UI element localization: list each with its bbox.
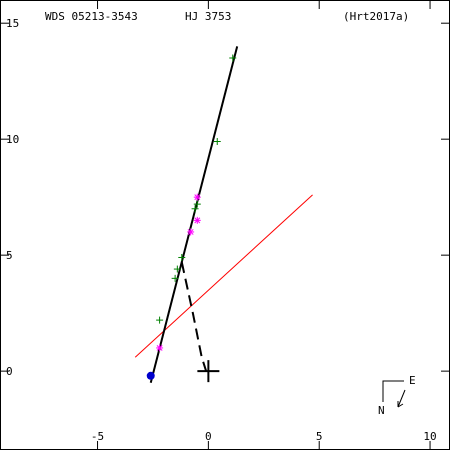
reference-label: (Hrt2017a) — [343, 10, 409, 23]
y-tick-label: 5 — [6, 249, 13, 262]
compass-arrowhead — [397, 401, 404, 408]
red-line — [134, 194, 313, 358]
wds-id-label: WDS 05213-3543 — [45, 10, 138, 23]
magenta-observation-stroke — [194, 217, 201, 224]
first-observation — [146, 371, 155, 380]
magenta-observation-stroke — [194, 194, 201, 201]
y-tick-label: 0 — [6, 365, 13, 378]
x-tick-label: 5 — [316, 430, 323, 443]
red-line-group — [134, 194, 313, 358]
discoverer-label: HJ 3753 — [185, 10, 231, 23]
dashed-connector — [180, 261, 208, 372]
compass-frame — [382, 380, 404, 402]
x-tick-label: 10 — [423, 430, 436, 443]
observations-group — [146, 54, 237, 380]
compass-arrow — [397, 389, 406, 408]
compass-east-label: E — [409, 374, 416, 387]
orbit-arc — [149, 46, 239, 383]
magenta-observation-stroke — [187, 229, 194, 235]
y-tick-label: 15 — [6, 17, 19, 30]
magenta-observation-stroke — [156, 344, 163, 351]
compass-north-label: N — [378, 404, 385, 417]
y-tick-label: 10 — [6, 133, 19, 146]
x-tick-label: 0 — [205, 430, 212, 443]
x-tick-label: -5 — [91, 430, 104, 443]
orbit-group — [149, 46, 239, 383]
compass: E N — [378, 374, 416, 417]
